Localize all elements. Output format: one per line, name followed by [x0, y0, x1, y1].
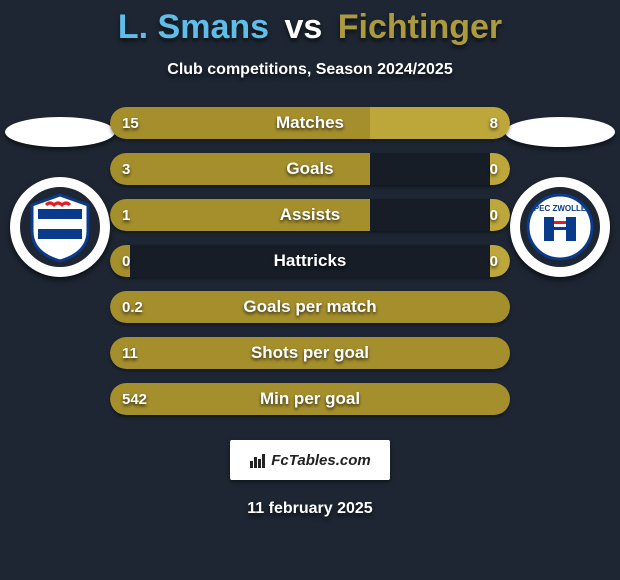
brand-text: FcTables.com	[271, 452, 370, 469]
player1-silhouette	[5, 117, 115, 147]
player2-name: Fichtinger	[338, 8, 502, 46]
stat-row: 3Goals0	[110, 153, 510, 185]
stat-row: 0Hattricks0	[110, 245, 510, 277]
stat-bars: 15Matches83Goals01Assists00Hattricks00.2…	[110, 107, 510, 429]
stat-label: Hattricks	[110, 245, 510, 277]
stat-row: 1Assists0	[110, 199, 510, 231]
stat-label: Goals per match	[110, 291, 510, 323]
right-player-column: PEC ZWOLLE	[500, 107, 620, 277]
chart-icon	[249, 451, 267, 469]
player1-club-badge	[10, 177, 110, 277]
player2-club-badge: PEC ZWOLLE	[510, 177, 610, 277]
comparison-title: L. Smans vs Fichtinger	[0, 0, 620, 47]
stat-value-right: 8	[490, 107, 498, 139]
stat-label: Min per goal	[110, 383, 510, 415]
svg-text:PEC ZWOLLE: PEC ZWOLLE	[534, 204, 587, 213]
stat-value-right: 0	[490, 199, 498, 231]
comparison-body: PEC ZWOLLE 15Matches83Goals01Assists00Ha…	[0, 107, 620, 427]
vs-text: vs	[285, 8, 323, 46]
stat-value-right: 0	[490, 153, 498, 185]
brand-badge: FcTables.com	[230, 440, 390, 480]
stat-row: 11Shots per goal	[110, 337, 510, 369]
stat-label: Shots per goal	[110, 337, 510, 369]
stat-label: Matches	[110, 107, 510, 139]
player1-name: L. Smans	[118, 8, 269, 46]
stat-row: 0.2Goals per match	[110, 291, 510, 323]
player2-silhouette	[505, 117, 615, 147]
season-subtitle: Club competitions, Season 2024/2025	[0, 61, 620, 79]
stat-label: Assists	[110, 199, 510, 231]
pec-zwolle-logo-icon: PEC ZWOLLE	[524, 191, 596, 263]
heerenveen-logo-icon	[24, 191, 96, 263]
left-player-column	[0, 107, 120, 277]
stat-value-right: 0	[490, 245, 498, 277]
stat-row: 15Matches8	[110, 107, 510, 139]
stat-label: Goals	[110, 153, 510, 185]
stat-row: 542Min per goal	[110, 383, 510, 415]
infographic-date: 11 february 2025	[0, 500, 620, 518]
